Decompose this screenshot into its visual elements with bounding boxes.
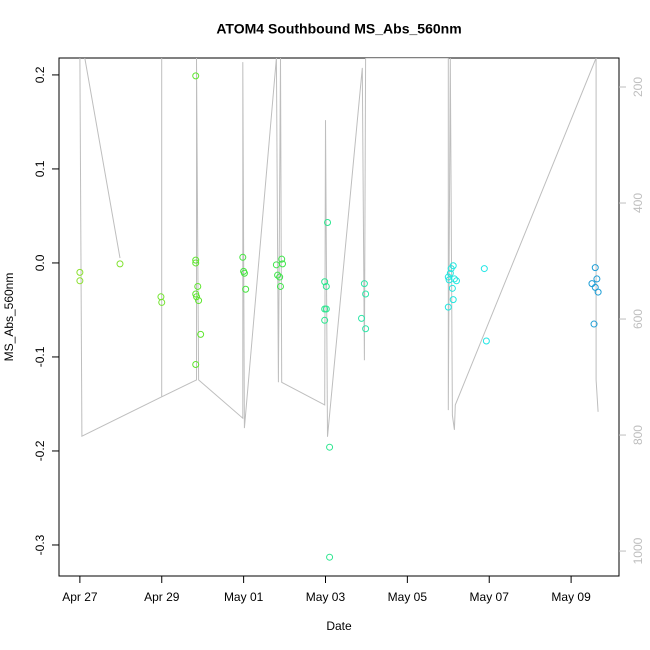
y2-tick-label: 200 (631, 77, 645, 97)
y-tick-label: 0.0 (33, 254, 47, 271)
point (321, 316, 329, 324)
point (192, 256, 200, 264)
point (239, 253, 247, 261)
point (192, 72, 200, 80)
point (449, 296, 457, 304)
point (358, 314, 366, 322)
x-axis-label: Date (326, 619, 352, 633)
plot-area (76, 58, 602, 561)
point (197, 330, 205, 338)
point (193, 293, 201, 301)
point (448, 284, 456, 292)
point (452, 277, 460, 285)
point (591, 264, 599, 272)
point (362, 325, 370, 333)
point (594, 288, 602, 296)
plot-frame (58, 57, 620, 577)
point (360, 280, 368, 288)
point (444, 273, 452, 281)
point (321, 278, 329, 286)
x-tick-label: Apr 27 (62, 590, 98, 604)
point (362, 290, 370, 298)
point (593, 275, 601, 283)
point (444, 303, 452, 311)
point (482, 337, 490, 345)
point (322, 282, 330, 290)
point (276, 273, 284, 281)
point (192, 360, 200, 368)
y2-tick-label: 800 (631, 425, 645, 445)
point (322, 305, 330, 313)
point (240, 269, 248, 277)
trace-line (79, 58, 599, 438)
point (158, 298, 166, 306)
point (588, 280, 596, 288)
point (192, 259, 200, 267)
x-tick-label: May 05 (388, 590, 428, 604)
x-tick-label: May 01 (224, 590, 264, 604)
x-tick-label: May 07 (470, 590, 510, 604)
x-tick-label: May 09 (551, 590, 591, 604)
point (446, 269, 454, 277)
point (242, 285, 250, 293)
point (326, 443, 334, 451)
y-axis-label: MS_Abs_560nm (2, 273, 16, 362)
y2-tick-label: 1000 (631, 537, 645, 564)
point (278, 255, 286, 263)
y-tick-label: -0.1 (33, 346, 47, 367)
y-tick-label: 0.1 (33, 160, 47, 177)
point (274, 271, 282, 279)
point (76, 277, 84, 285)
y2-tick-label: 600 (631, 309, 645, 329)
point (449, 262, 457, 270)
point (590, 320, 598, 328)
point (276, 282, 284, 290)
point (450, 275, 458, 283)
point (480, 265, 488, 273)
point (272, 261, 280, 269)
x-tick-label: Apr 29 (144, 590, 180, 604)
point (279, 260, 287, 268)
chart-title: ATOM4 Southbound MS_Abs_560nm (216, 21, 461, 37)
y-tick-label: -0.3 (33, 534, 47, 555)
y-tick-label: -0.2 (33, 440, 47, 461)
point (192, 290, 200, 298)
point (324, 219, 332, 227)
point (195, 297, 203, 305)
point (445, 276, 453, 284)
y2-tick-label: 400 (631, 193, 645, 213)
point (194, 282, 202, 290)
point (326, 553, 334, 561)
point (116, 260, 124, 268)
y-tick-label: 0.2 (33, 66, 47, 83)
point (157, 293, 165, 301)
x-tick-label: May 03 (306, 590, 346, 604)
point (76, 268, 84, 276)
